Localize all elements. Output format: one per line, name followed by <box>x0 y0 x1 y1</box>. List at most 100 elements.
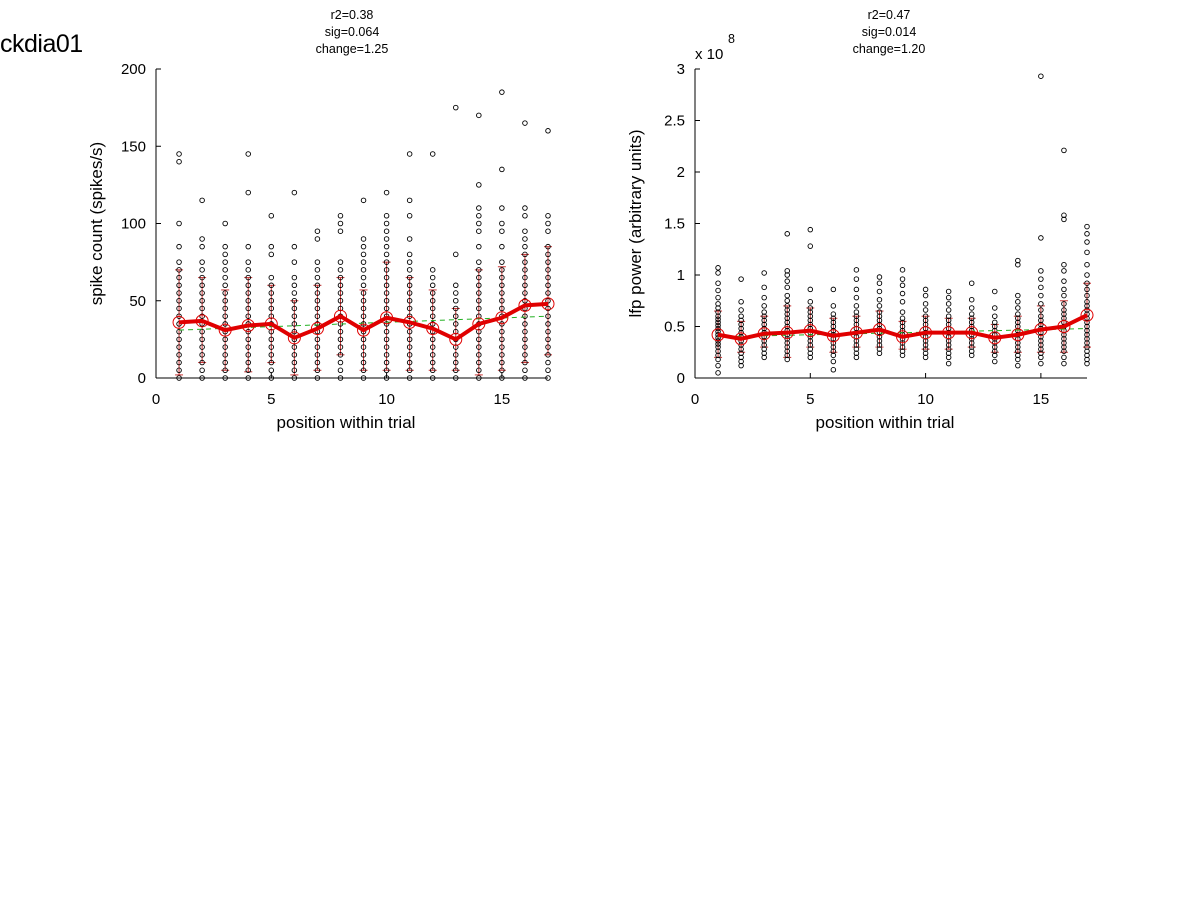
data-point <box>1015 348 1021 354</box>
mean-marker <box>1011 328 1025 342</box>
data-point <box>383 367 390 374</box>
data-point <box>784 303 790 309</box>
data-point <box>784 307 790 313</box>
data-point <box>360 359 367 366</box>
data-point <box>830 311 837 317</box>
data-point <box>945 313 952 319</box>
data-point <box>222 305 228 312</box>
data-point <box>1038 284 1044 291</box>
data-point <box>453 328 459 335</box>
data-point <box>715 328 721 335</box>
data-point <box>545 259 551 265</box>
y-tick-label: 3 <box>677 61 685 78</box>
data-point <box>268 313 275 319</box>
data-point <box>453 251 459 258</box>
mean-marker <box>872 323 886 337</box>
data-point <box>499 282 505 289</box>
data-point <box>476 375 482 381</box>
data-point <box>268 282 275 289</box>
data-point <box>968 336 975 342</box>
data-point <box>522 336 528 343</box>
data-point <box>945 288 952 295</box>
data-point <box>992 305 998 311</box>
data-point <box>1084 239 1090 245</box>
data-point <box>337 344 344 350</box>
data-point <box>199 274 205 281</box>
data-point <box>291 313 298 319</box>
data-point <box>476 359 482 366</box>
data-point <box>1038 342 1044 348</box>
data-point <box>761 270 767 276</box>
data-point <box>853 313 860 319</box>
data-point <box>1061 307 1067 313</box>
data-point <box>383 344 390 350</box>
data-point <box>429 305 436 312</box>
data-point <box>1038 301 1044 307</box>
data-point <box>406 282 413 289</box>
data-point <box>899 352 906 359</box>
data-point <box>738 299 744 305</box>
y-tick-label: 0 <box>138 370 146 387</box>
fit-line <box>179 315 549 331</box>
data-point <box>476 367 482 374</box>
data-point <box>1061 336 1067 342</box>
mean-marker <box>287 331 301 345</box>
data-point <box>314 367 321 374</box>
data-point <box>314 305 321 312</box>
data-point <box>453 352 459 358</box>
x-tick-label: 5 <box>267 391 275 408</box>
data-point <box>945 350 952 357</box>
data-point <box>383 267 390 273</box>
data-point <box>222 352 228 358</box>
data-point <box>360 259 367 265</box>
data-point <box>761 284 767 291</box>
data-point <box>245 189 251 196</box>
data-point <box>1061 212 1067 219</box>
data-point <box>899 319 906 326</box>
y-tick-label: 0.5 <box>664 319 685 336</box>
data-point <box>268 344 275 350</box>
data-point <box>545 375 551 381</box>
data-point <box>899 282 906 289</box>
data-point <box>222 220 228 227</box>
data-point <box>738 342 744 348</box>
data-point <box>876 317 883 324</box>
data-point <box>176 158 182 165</box>
data-point <box>476 352 482 358</box>
data-point <box>383 213 390 219</box>
data-point <box>429 375 436 381</box>
data-point <box>1015 356 1021 363</box>
data-point <box>545 321 551 327</box>
mean-marker <box>711 328 725 342</box>
data-point <box>761 346 767 352</box>
data-point <box>245 151 251 157</box>
data-point <box>738 354 744 361</box>
data-point <box>360 290 367 296</box>
y-tick-label: 200 <box>121 61 146 78</box>
data-point <box>545 213 551 219</box>
data-point <box>429 313 436 319</box>
data-point <box>945 346 952 352</box>
data-point <box>545 305 551 312</box>
data-point <box>291 321 298 327</box>
data-point <box>291 367 298 374</box>
data-point <box>199 328 205 335</box>
data-point <box>476 228 482 234</box>
data-point <box>807 226 814 233</box>
data-point <box>522 259 528 265</box>
stat-line: change=1.25 <box>316 42 389 56</box>
data-point <box>761 321 767 328</box>
data-point <box>245 336 251 343</box>
data-point <box>738 313 744 319</box>
data-point <box>807 299 814 305</box>
data-point <box>945 307 952 313</box>
data-point <box>245 367 251 374</box>
data-point <box>807 313 814 319</box>
data-point <box>1038 235 1044 241</box>
data-point <box>784 344 790 350</box>
data-point <box>922 307 929 313</box>
data-point <box>245 243 251 250</box>
data-point <box>830 323 837 330</box>
data-point <box>992 313 998 319</box>
data-point <box>222 344 228 350</box>
